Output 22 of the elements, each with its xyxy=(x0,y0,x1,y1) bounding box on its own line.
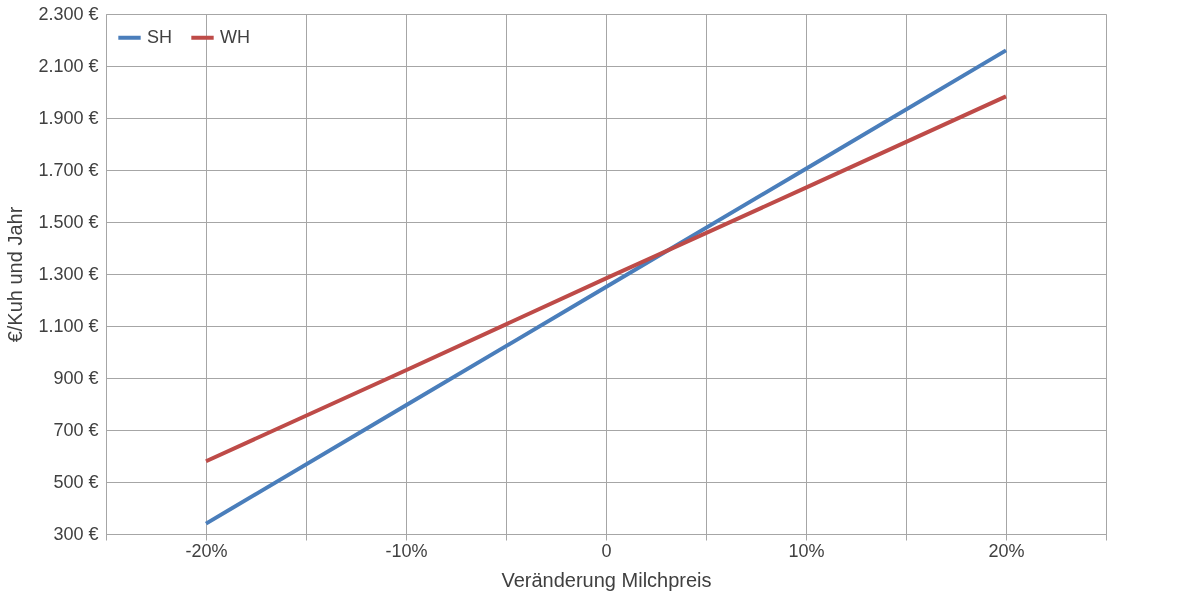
y-tick-label: 500 € xyxy=(53,471,99,492)
x-axis-title: Veränderung Milchpreis xyxy=(501,568,712,591)
legend-label: WH xyxy=(220,26,250,47)
y-tick-label: 700 € xyxy=(53,419,99,440)
y-tick-label: 900 € xyxy=(53,367,99,388)
y-axis-title: €/Kuh und Jahr xyxy=(4,206,27,343)
legend-label: SH xyxy=(147,26,173,47)
y-tick-label: 1.700 € xyxy=(38,159,99,180)
y-tick-label: 1.500 € xyxy=(38,211,99,232)
x-tick-label: 0 xyxy=(601,540,612,561)
y-tick-label: 1.300 € xyxy=(38,263,99,284)
y-tick-label: 1.900 € xyxy=(38,107,99,128)
line-series xyxy=(204,94,1008,464)
y-tick-label: 2.100 € xyxy=(38,55,99,76)
line-series xyxy=(204,48,1008,526)
y-tick-label: 2.300 € xyxy=(38,3,99,24)
x-tick-label: -20% xyxy=(185,540,228,561)
x-tick-label: -10% xyxy=(385,540,428,561)
y-tick-label: 1.100 € xyxy=(38,315,99,336)
x-tick-label: 10% xyxy=(788,540,825,561)
x-tick-label: 20% xyxy=(988,540,1025,561)
y-tick-label: 300 € xyxy=(53,523,99,544)
